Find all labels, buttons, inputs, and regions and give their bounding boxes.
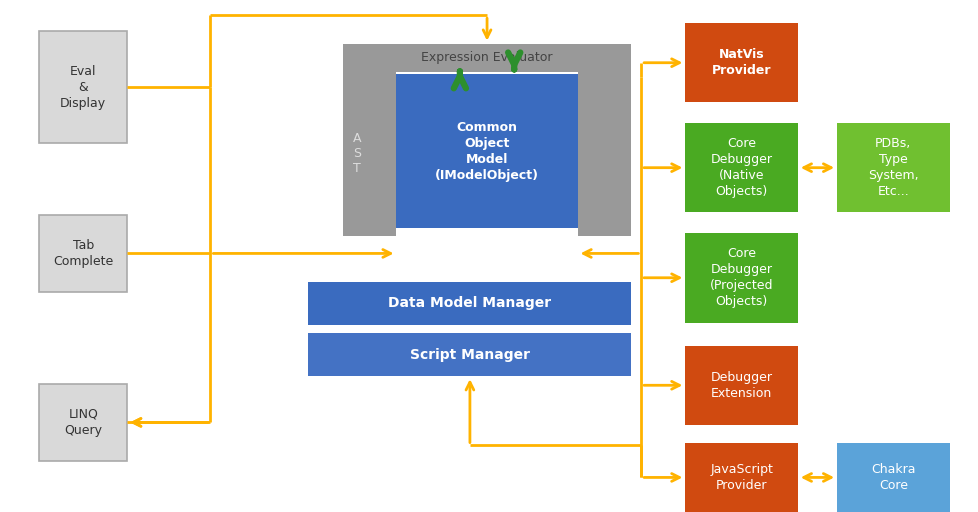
Text: Script Manager: Script Manager bbox=[410, 348, 529, 361]
Text: Eval
&
Display: Eval & Display bbox=[60, 65, 107, 110]
FancyBboxPatch shape bbox=[308, 333, 631, 376]
Text: Common
Object
Model
(IModelObject): Common Object Model (IModelObject) bbox=[434, 120, 539, 182]
Text: LINQ
Query: LINQ Query bbox=[65, 408, 102, 437]
FancyBboxPatch shape bbox=[308, 282, 631, 325]
Text: Chakra
Core: Chakra Core bbox=[870, 463, 914, 492]
FancyBboxPatch shape bbox=[685, 443, 797, 512]
FancyBboxPatch shape bbox=[685, 123, 797, 212]
Text: Debugger
Extension: Debugger Extension bbox=[710, 371, 772, 400]
FancyBboxPatch shape bbox=[577, 44, 631, 236]
Text: NatVis
Provider: NatVis Provider bbox=[711, 48, 771, 77]
Text: Core
Debugger
(Native
Objects): Core Debugger (Native Objects) bbox=[710, 137, 772, 198]
FancyBboxPatch shape bbox=[685, 233, 797, 323]
FancyBboxPatch shape bbox=[836, 443, 949, 512]
FancyBboxPatch shape bbox=[342, 44, 396, 236]
FancyBboxPatch shape bbox=[685, 346, 797, 425]
Text: Core
Debugger
(Projected
Objects): Core Debugger (Projected Objects) bbox=[709, 247, 773, 308]
Text: PDBs,
Type
System,
Etc...: PDBs, Type System, Etc... bbox=[867, 137, 917, 198]
FancyBboxPatch shape bbox=[685, 23, 797, 102]
Text: JavaScript
Provider: JavaScript Provider bbox=[709, 463, 773, 492]
FancyBboxPatch shape bbox=[342, 44, 631, 72]
FancyBboxPatch shape bbox=[396, 74, 577, 228]
Text: Data Model Manager: Data Model Manager bbox=[388, 296, 551, 310]
FancyBboxPatch shape bbox=[39, 31, 127, 143]
FancyBboxPatch shape bbox=[39, 215, 127, 292]
FancyBboxPatch shape bbox=[39, 384, 127, 461]
Text: A
S
T: A S T bbox=[353, 132, 361, 175]
Text: Tab
Complete: Tab Complete bbox=[53, 239, 113, 268]
Text: Expression Evaluator: Expression Evaluator bbox=[421, 51, 553, 64]
FancyBboxPatch shape bbox=[836, 123, 949, 212]
